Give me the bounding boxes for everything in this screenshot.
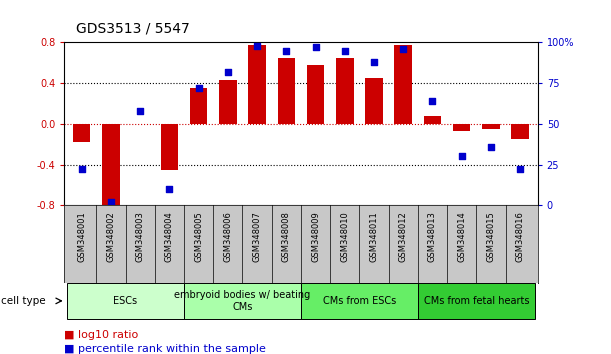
Text: GSM348012: GSM348012 [399,212,408,262]
Text: CMs from fetal hearts: CMs from fetal hearts [423,296,529,306]
Bar [219,80,236,124]
Point [77,167,87,172]
Bar [102,124,120,207]
Point [340,48,349,53]
Text: GSM348003: GSM348003 [136,212,145,262]
Point [252,43,262,48]
Point [194,85,203,91]
Bar [307,65,324,124]
Bar [423,116,441,124]
Bar [511,124,529,139]
Point [135,108,145,114]
Text: GSM348008: GSM348008 [282,212,291,262]
Bar [190,88,207,124]
Point [282,48,291,53]
Bar [184,283,301,319]
Text: GSM348004: GSM348004 [165,212,174,262]
Text: GSM348013: GSM348013 [428,212,437,262]
Point [164,186,174,192]
Bar [248,45,266,124]
Text: GSM348007: GSM348007 [252,212,262,262]
Point [106,199,116,205]
Point [457,154,467,159]
Bar [395,45,412,124]
Text: GSM348009: GSM348009 [311,212,320,262]
Point [486,144,496,149]
Point [310,45,320,50]
Bar [277,58,295,124]
Bar [453,124,470,131]
Text: GSM348015: GSM348015 [486,212,496,262]
Bar [73,124,90,142]
Text: cell type: cell type [1,296,46,306]
Bar [336,58,354,124]
Text: GSM348005: GSM348005 [194,212,203,262]
Bar [301,283,418,319]
Text: GDS3513 / 5547: GDS3513 / 5547 [76,21,190,35]
Bar [67,283,184,319]
Text: GSM348002: GSM348002 [106,212,115,262]
Text: ■ log10 ratio: ■ log10 ratio [64,330,139,339]
Bar [161,124,178,170]
Text: CMs from ESCs: CMs from ESCs [323,296,396,306]
Point [515,167,525,172]
Text: GSM348016: GSM348016 [516,212,525,262]
Text: GSM348001: GSM348001 [77,212,86,262]
Point [428,98,437,104]
Bar [418,283,535,319]
Text: ESCs: ESCs [114,296,137,306]
Text: embryoid bodies w/ beating
CMs: embryoid bodies w/ beating CMs [174,290,310,312]
Point [369,59,379,65]
Bar [482,124,500,129]
Text: GSM348011: GSM348011 [370,212,378,262]
Point [398,46,408,52]
Text: GSM348006: GSM348006 [224,212,232,262]
Text: GSM348014: GSM348014 [457,212,466,262]
Text: ■ percentile rank within the sample: ■ percentile rank within the sample [64,344,266,354]
Bar [365,78,382,124]
Text: GSM348010: GSM348010 [340,212,349,262]
Point [223,69,233,75]
